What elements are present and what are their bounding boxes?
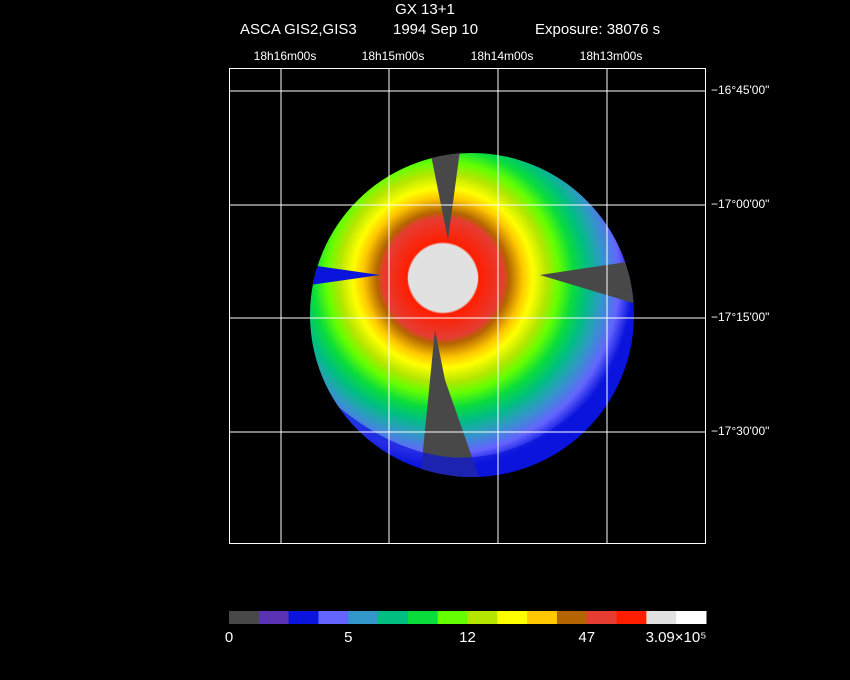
colorbar-label: 12 xyxy=(459,629,476,646)
colorbar-segment xyxy=(646,611,677,624)
colorbar-segment xyxy=(467,611,498,624)
colorbar-label: 3.09×10⁵ xyxy=(646,629,707,646)
dec-label: −17°00'00" xyxy=(711,197,769,211)
plot-frame xyxy=(229,68,706,544)
title: GX 13+1 xyxy=(395,1,455,18)
exposure: Exposure: 38076 s xyxy=(535,21,660,38)
colorbar-segment xyxy=(229,611,260,624)
date: 1994 Sep 10 xyxy=(393,21,478,38)
dec-label: −17°30'00" xyxy=(711,424,769,438)
colorbar-segment xyxy=(407,611,439,624)
ra-label: 18h15m00s xyxy=(362,49,425,63)
colorbar-segment xyxy=(348,611,379,624)
colorbar-segment xyxy=(527,611,558,624)
colorbar-segment xyxy=(586,611,618,624)
colorbar-segment xyxy=(318,611,349,624)
instrument: ASCA GIS2,GIS3 xyxy=(240,21,357,38)
ra-label: 18h16m00s xyxy=(254,49,317,63)
colorbar-segment xyxy=(556,611,588,624)
colorbar-label: 0 xyxy=(225,629,233,646)
colorbar-segment xyxy=(378,611,409,624)
colorbar-segment xyxy=(258,611,290,624)
colorbar-segment xyxy=(616,611,647,624)
colorbar-segment xyxy=(676,611,707,624)
colorbar-label: 5 xyxy=(344,629,352,646)
colorbar-segment xyxy=(437,611,468,624)
ra-label: 18h14m00s xyxy=(471,49,534,63)
dec-label: −17°15'00" xyxy=(711,310,769,324)
coordinate-grid xyxy=(229,68,706,543)
dec-label: −16°45'00" xyxy=(711,83,769,97)
ra-label: 18h13m00s xyxy=(580,49,643,63)
colorbar-segment xyxy=(497,611,528,624)
colorbar-segment xyxy=(288,611,319,624)
colorbar-label: 47 xyxy=(578,629,595,646)
